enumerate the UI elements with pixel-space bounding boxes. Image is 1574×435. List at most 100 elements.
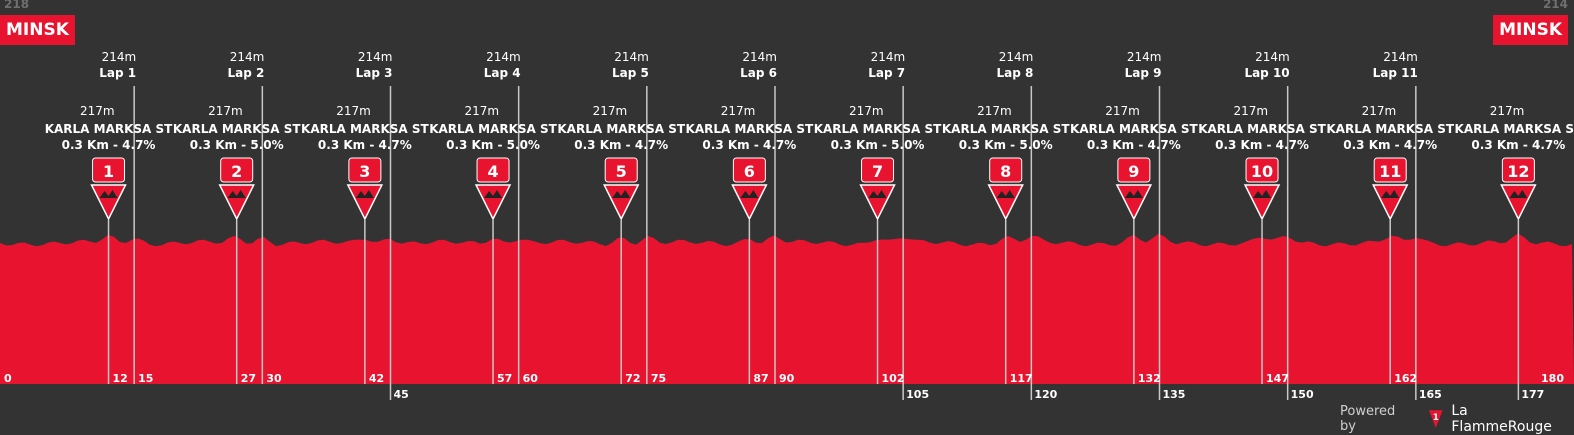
climb-name: KARLA MARKSA ST [429, 122, 557, 136]
mountain-icon [99, 190, 118, 198]
climb-altitude: 217m [336, 104, 371, 118]
climb-detail: 0.3 Km - 4.7% [318, 138, 412, 152]
climb-name: KARLA MARKSA ST [557, 122, 685, 136]
climb-category-triangle-icon [731, 184, 768, 221]
finish-city-label: MINSK [1493, 15, 1568, 45]
lap-label: Lap 9 [1125, 66, 1162, 80]
climb-number: 12 [1507, 162, 1529, 181]
climb-number: 7 [872, 162, 883, 181]
x-tick-label: 135 [1163, 388, 1186, 401]
climb-number: 10 [1251, 162, 1273, 181]
lap-altitude: 214m [999, 50, 1034, 64]
climb-number-badge [732, 157, 766, 183]
climb-altitude: 217m [977, 104, 1012, 118]
x-tick-label: 87 [753, 372, 768, 385]
lap-label: Lap 1 [99, 66, 136, 80]
climb-name: KARLA MARKSA ST [45, 122, 173, 136]
climb-altitude: 217m [721, 104, 756, 118]
climb-name: KARLA MARKSA ST [814, 122, 942, 136]
climb-number: 1 [103, 162, 114, 181]
start-altitude: 218 [4, 0, 30, 11]
x-tick-label: 12 [113, 372, 128, 385]
x-tick-label: 162 [1394, 372, 1417, 385]
climb-name: KARLA MARKSA ST [942, 122, 1070, 136]
lap-label: Lap 4 [484, 66, 521, 80]
climb-name: KARLA MARKSA ST [1326, 122, 1454, 136]
x-tick-label: 15 [138, 372, 153, 385]
x-tick-label: 117 [1010, 372, 1033, 385]
mountain-icon [868, 190, 887, 198]
climb-category-triangle-icon [346, 184, 384, 221]
climb-detail: 0.3 Km - 4.7% [62, 138, 156, 152]
climb-altitude: 217m [1233, 104, 1268, 118]
climb-detail: 0.3 Km - 4.7% [574, 138, 668, 152]
climb-altitude: 217m [1490, 104, 1525, 118]
climb-number: 2 [231, 162, 242, 181]
mountain-icon [612, 190, 631, 198]
climb-category-triangle-icon [859, 184, 896, 221]
climb-altitude: 217m [208, 104, 243, 118]
x-tick-label: 180 [1541, 372, 1564, 385]
lap-label: Lap 3 [356, 66, 393, 80]
lap-label: Lap 5 [612, 66, 649, 80]
x-tick-label: 177 [1521, 388, 1544, 401]
climb-altitude: 217m [80, 104, 115, 118]
lap-altitude: 214m [486, 50, 521, 64]
climb-detail: 0.3 Km - 5.0% [446, 138, 540, 152]
mountain-icon [1509, 190, 1528, 198]
powered-by-text: Powered by [1340, 404, 1396, 434]
climb-category-triangle-icon [987, 184, 1024, 221]
lap-altitude: 214m [102, 50, 137, 64]
climb-number-badge [604, 157, 638, 183]
x-tick-label: 105 [906, 388, 929, 401]
x-tick-label: 75 [651, 372, 666, 385]
climb-detail: 0.3 Km - 5.0% [190, 138, 284, 152]
lap-altitude: 214m [742, 50, 777, 64]
climb-category-triangle-icon [1243, 184, 1281, 221]
climb-number: 11 [1379, 162, 1401, 181]
elevation-profile-area [0, 233, 1574, 384]
lap-altitude: 214m [358, 50, 393, 64]
mountain-icon [996, 190, 1015, 198]
lap-altitude: 214m [1127, 50, 1162, 64]
lap-label: Lap 8 [996, 66, 1033, 80]
lap-altitude: 214m [614, 50, 649, 64]
logo-number: 1 [1432, 413, 1438, 423]
lap-altitude: 214m [230, 50, 265, 64]
climb-name: KARLA MARKSA ST [1070, 122, 1198, 136]
mountain-icon [355, 190, 374, 198]
climb-category-triangle-icon [474, 184, 512, 221]
start-city-label: MINSK [0, 15, 75, 45]
climb-category-triangle-icon [90, 184, 127, 221]
climb-category-triangle-icon [218, 184, 255, 221]
climb-altitude: 217m [849, 104, 884, 118]
climb-number-badge [989, 157, 1023, 183]
climb-name: KARLA MARKSA ST [686, 122, 814, 136]
mountain-icon [484, 190, 503, 198]
lap-label: Lap 10 [1244, 66, 1289, 80]
climb-number-badge [476, 157, 510, 183]
climb-name: KARLA MARKSA ST [173, 122, 301, 136]
finish-altitude: 214 [1542, 0, 1568, 11]
x-tick-label: 72 [625, 372, 640, 385]
lap-label: Lap 11 [1373, 66, 1418, 80]
x-tick-label: 120 [1034, 388, 1057, 401]
mountain-icon [1381, 190, 1400, 198]
climb-altitude: 217m [593, 104, 628, 118]
climb-altitude: 217m [1105, 104, 1140, 118]
lap-label: Lap 2 [227, 66, 264, 80]
mountain-icon [227, 190, 246, 198]
climb-detail: 0.3 Km - 4.7% [1343, 138, 1437, 152]
climb-name: KARLA MARKSA ST [1455, 122, 1574, 136]
powered-by-footer: Powered by 1 La FlammeRouge [1340, 403, 1570, 435]
climb-detail: 0.3 Km - 5.0% [959, 138, 1053, 152]
climb-altitude: 217m [464, 104, 499, 118]
x-tick-label: 0 [4, 372, 12, 385]
x-tick-label: 42 [369, 372, 384, 385]
climb-number: 3 [359, 162, 370, 181]
x-tick-label: 132 [1138, 372, 1161, 385]
x-tick-label: 165 [1419, 388, 1442, 401]
climb-category-triangle-icon [1115, 184, 1153, 221]
